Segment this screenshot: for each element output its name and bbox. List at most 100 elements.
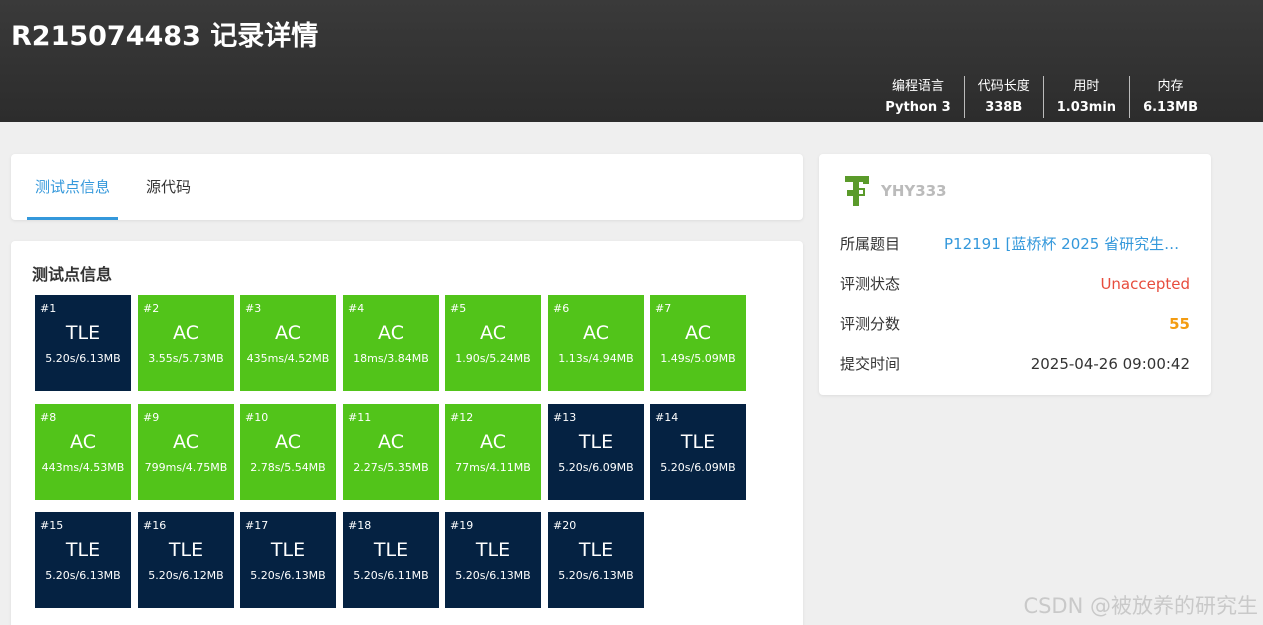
testcase-time-memory: 5.20s/6.13MB xyxy=(455,569,531,582)
testcase-tile[interactable]: #4 AC 18ms/3.84MB xyxy=(343,295,439,391)
tabs-card: 测试点信息 源代码 xyxy=(11,154,803,220)
testcase-time-memory: 18ms/3.84MB xyxy=(353,352,429,365)
testcase-status: TLE xyxy=(270,539,306,561)
testcase-time-memory: 5.20s/6.13MB xyxy=(45,352,121,365)
problem-link[interactable]: P12191 [蓝桥杯 2025 省研究生组] 01 串 xyxy=(944,235,1189,253)
stat-label: 内存 xyxy=(1157,79,1184,94)
status-value: Unaccepted xyxy=(1100,275,1190,293)
stat-label: 代码长度 xyxy=(977,79,1030,94)
username: YHY333 xyxy=(881,182,947,200)
testcase-id: #8 xyxy=(40,411,57,424)
record-stats: 编程语言 Python 3 代码长度 338B 用时 1.03min 内存 6.… xyxy=(872,76,1211,118)
stat-value: Python 3 xyxy=(885,100,951,115)
testcase-status: AC xyxy=(173,322,199,344)
testcase-status: TLE xyxy=(65,539,101,561)
testcase-time-memory: 799ms/4.75MB xyxy=(144,461,228,474)
testcase-id: #11 xyxy=(348,411,372,424)
record-info-card: YHY333 所属题目 P12191 [蓝桥杯 2025 省研究生组] 01 串… xyxy=(819,154,1211,395)
testcase-status: AC xyxy=(378,431,404,453)
testcase-time-memory: 443ms/4.53MB xyxy=(41,461,125,474)
testcase-time-memory: 5.20s/6.09MB xyxy=(660,461,736,474)
row-key: 评测分数 xyxy=(840,315,901,333)
testcase-status: TLE xyxy=(373,539,409,561)
user-info[interactable]: YHY333 xyxy=(841,174,947,208)
testcase-status: TLE xyxy=(578,539,614,561)
testcase-tile[interactable]: #17 TLE 5.20s/6.13MB xyxy=(240,512,336,608)
header-bar: R215074483 记录详情 编程语言 Python 3 代码长度 338B … xyxy=(0,0,1263,122)
problem-row: 所属题目 P12191 [蓝桥杯 2025 省研究生组] 01 串 xyxy=(840,234,1190,254)
testcase-tile[interactable]: #8 AC 443ms/4.53MB xyxy=(35,404,131,500)
testcase-tile[interactable]: #20 TLE 5.20s/6.13MB xyxy=(548,512,644,608)
testcase-id: #2 xyxy=(143,302,160,315)
testcase-tile[interactable]: #5 AC 1.90s/5.24MB xyxy=(445,295,541,391)
testcase-tile[interactable]: #19 TLE 5.20s/6.13MB xyxy=(445,512,541,608)
stat-value: 6.13MB xyxy=(1143,100,1198,115)
testcase-tile[interactable]: #14 TLE 5.20s/6.09MB xyxy=(650,404,746,500)
testcase-status: AC xyxy=(583,322,609,344)
testcase-status: AC xyxy=(378,322,404,344)
testcase-tile[interactable]: #15 TLE 5.20s/6.13MB xyxy=(35,512,131,608)
testcase-time-memory: 435ms/4.52MB xyxy=(246,352,330,365)
testcase-status: AC xyxy=(275,322,301,344)
testcase-id: #15 xyxy=(40,519,64,532)
testcase-status: AC xyxy=(70,431,96,453)
testcase-tile[interactable]: #1 TLE 5.20s/6.13MB xyxy=(35,295,131,391)
testcase-time-memory: 5.20s/6.09MB xyxy=(558,461,634,474)
testcase-id: #20 xyxy=(553,519,577,532)
stat-label: 编程语言 xyxy=(891,79,944,94)
testcase-tile[interactable]: #3 AC 435ms/4.52MB xyxy=(240,295,336,391)
score-row: 评测分数 55 xyxy=(840,314,1190,334)
user-avatar-icon xyxy=(845,176,869,206)
testcase-time-memory: 5.20s/6.13MB xyxy=(250,569,326,582)
testcase-time-memory: 2.27s/5.35MB xyxy=(353,461,429,474)
testcase-id: #10 xyxy=(245,411,269,424)
testcase-status: AC xyxy=(685,322,711,344)
stat-label: 用时 xyxy=(1073,79,1100,94)
score-value: 55 xyxy=(1169,315,1190,333)
submit-time-value: 2025-04-26 09:00:42 xyxy=(1030,355,1190,373)
tab-testcases[interactable]: 测试点信息 xyxy=(27,154,119,220)
testcase-tile[interactable]: #7 AC 1.49s/5.09MB xyxy=(650,295,746,391)
testcase-tile[interactable]: #9 AC 799ms/4.75MB xyxy=(138,404,234,500)
testcase-tile[interactable]: #11 AC 2.27s/5.35MB xyxy=(343,404,439,500)
testcase-id: #1 xyxy=(40,302,57,315)
testcase-time-memory: 2.78s/5.54MB xyxy=(250,461,326,474)
testcase-time-memory: 77ms/4.11MB xyxy=(455,461,531,474)
testcase-status: TLE xyxy=(475,539,511,561)
testcase-tile[interactable]: #12 AC 77ms/4.11MB xyxy=(445,404,541,500)
testcase-id: #6 xyxy=(553,302,570,315)
stat-value: 1.03min xyxy=(1056,100,1117,115)
testcase-status: TLE xyxy=(680,431,716,453)
stat-language: 编程语言 Python 3 xyxy=(872,76,963,118)
tab-source-code[interactable]: 源代码 xyxy=(146,178,192,196)
testcase-id: #13 xyxy=(553,411,577,424)
watermark: CSDN @被放养的研究生 xyxy=(1023,594,1258,618)
testcase-time-memory: 3.55s/5.73MB xyxy=(148,352,224,365)
stat-memory: 内存 6.13MB xyxy=(1129,76,1211,118)
testcase-status: AC xyxy=(480,431,506,453)
testcases-title: 测试点信息 xyxy=(32,265,113,284)
row-key: 所属题目 xyxy=(840,235,901,253)
testcase-time-memory: 5.20s/6.13MB xyxy=(558,569,634,582)
testcase-id: #17 xyxy=(245,519,269,532)
testcase-status: AC xyxy=(173,431,199,453)
testcase-tile[interactable]: #2 AC 3.55s/5.73MB xyxy=(138,295,234,391)
testcase-id: #14 xyxy=(655,411,679,424)
testcase-tile[interactable]: #16 TLE 5.20s/6.12MB xyxy=(138,512,234,608)
stat-code-length: 代码长度 338B xyxy=(963,76,1043,118)
testcase-id: #3 xyxy=(245,302,262,315)
stat-time: 用时 1.03min xyxy=(1042,76,1129,118)
testcases-card: 测试点信息 #1 TLE 5.20s/6.13MB #2 AC 3.55s/5.73MB #… xyxy=(11,241,803,625)
testcase-tile[interactable]: #10 AC 2.78s/5.54MB xyxy=(240,404,336,500)
row-key: 评测状态 xyxy=(840,275,901,293)
testcase-tile[interactable]: #6 AC 1.13s/4.94MB xyxy=(548,295,644,391)
testcase-id: #12 xyxy=(450,411,474,424)
testcase-tile[interactable]: #13 TLE 5.20s/6.09MB xyxy=(548,404,644,500)
testcase-tile[interactable]: #18 TLE 5.20s/6.11MB xyxy=(343,512,439,608)
testcase-time-memory: 1.49s/5.09MB xyxy=(660,352,736,365)
testcase-id: #9 xyxy=(143,411,160,424)
stat-value: 338B xyxy=(985,100,1023,115)
testcase-time-memory: 1.13s/4.94MB xyxy=(558,352,634,365)
testcase-status: TLE xyxy=(578,431,614,453)
testcase-status: TLE xyxy=(65,322,101,344)
